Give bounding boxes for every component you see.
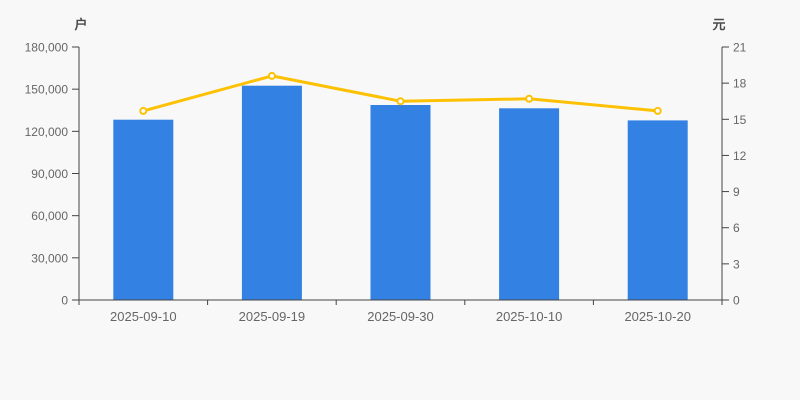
line-marker-2025-10-20[interactable] bbox=[653, 106, 662, 115]
left-axis-tick-label: 90,000 bbox=[31, 167, 68, 181]
right-axis-unit-label: 元 bbox=[712, 17, 725, 32]
left-axis-tick-label: 0 bbox=[61, 294, 68, 308]
x-axis-label: 2025-10-10 bbox=[496, 309, 563, 324]
left-axis-unit-label: 户 bbox=[74, 17, 87, 32]
right-axis-tick-label: 18 bbox=[733, 77, 747, 91]
x-axis-label: 2025-09-19 bbox=[239, 309, 306, 324]
left-axis-tick-label: 60,000 bbox=[31, 209, 68, 223]
right-axis-tick-label: 3 bbox=[733, 257, 740, 271]
bar-2025-09-10[interactable] bbox=[113, 119, 174, 300]
bar-2025-09-30[interactable] bbox=[370, 105, 431, 300]
left-axis-tick-label: 120,000 bbox=[25, 125, 69, 139]
left-axis-tick-label: 180,000 bbox=[25, 41, 69, 55]
x-axis-label: 2025-10-20 bbox=[624, 309, 691, 324]
line-marker-2025-09-10[interactable] bbox=[139, 106, 148, 115]
line-marker-2025-10-10[interactable] bbox=[525, 94, 534, 103]
right-axis-tick-label: 15 bbox=[733, 113, 747, 127]
left-axis-tick-label: 30,000 bbox=[31, 251, 68, 265]
x-axis-label: 2025-09-10 bbox=[110, 309, 177, 324]
right-axis-tick-label: 6 bbox=[733, 221, 740, 235]
right-axis-tick-label: 21 bbox=[733, 41, 747, 55]
bar-2025-09-19[interactable] bbox=[241, 85, 302, 300]
right-axis-tick-label: 9 bbox=[733, 185, 740, 199]
line-marker-2025-09-30[interactable] bbox=[396, 97, 405, 106]
right-axis-tick-label: 0 bbox=[733, 294, 740, 308]
line-marker-2025-09-19[interactable] bbox=[267, 71, 276, 80]
x-axis-label: 2025-09-30 bbox=[367, 309, 434, 324]
left-axis-tick-label: 150,000 bbox=[25, 83, 69, 97]
right-axis-tick-label: 12 bbox=[733, 149, 747, 163]
bar-2025-10-20[interactable] bbox=[627, 120, 688, 301]
bar-2025-10-10[interactable] bbox=[499, 108, 560, 300]
